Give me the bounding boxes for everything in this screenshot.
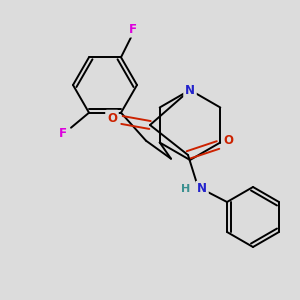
Text: N: N <box>185 83 195 97</box>
Text: O: O <box>107 112 117 124</box>
Text: F: F <box>59 127 67 140</box>
Text: F: F <box>129 23 137 36</box>
Text: N: N <box>197 182 207 196</box>
Text: H: H <box>182 184 190 194</box>
Text: O: O <box>223 134 233 148</box>
